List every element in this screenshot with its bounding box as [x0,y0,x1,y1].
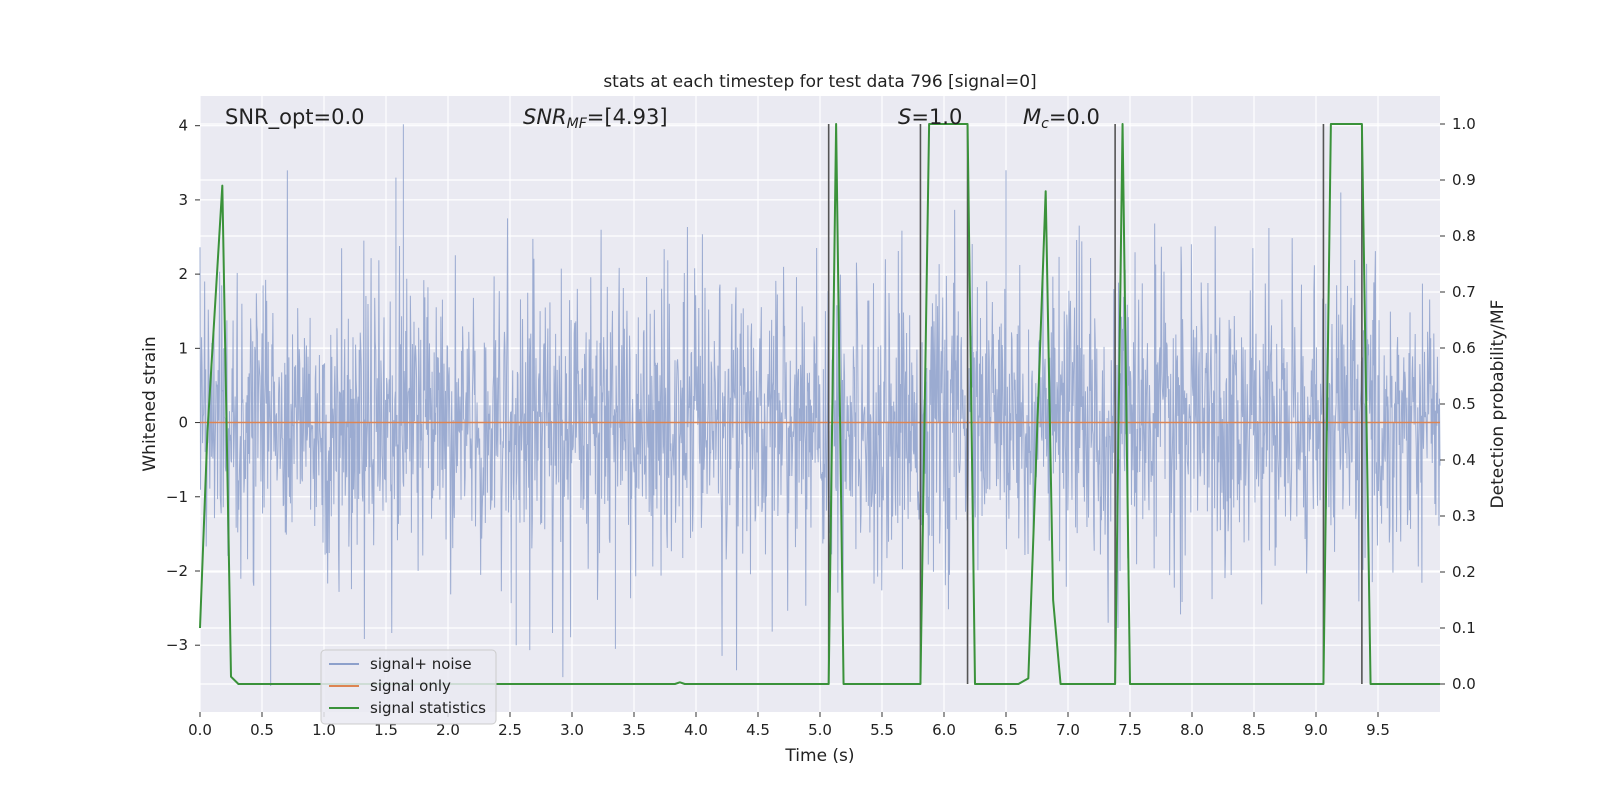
legend: signal+ noise signal only signal statist… [320,649,497,725]
x-axis-label: Time (s) [784,746,854,766]
annotation-snr-mf: SNRMF=[4.93] [523,105,668,132]
annotation-mc-value: Mc=0.0 [1023,105,1100,132]
x-tick-label: 4.0 [684,721,708,739]
right-y-tick-label: 0.0 [1452,675,1476,693]
right-y-tick-label: 0.1 [1452,619,1476,637]
right-y-tick-label: 0.2 [1452,563,1476,581]
legend-stats-label: signal statistics [370,699,486,717]
x-tick-label: 9.5 [1366,721,1390,739]
x-tick-label: 9.0 [1304,721,1328,739]
right-y-tick-label: 0.3 [1452,507,1476,525]
right-y-tick-label: 0.5 [1452,395,1476,413]
x-tick-label: 7.0 [1056,721,1080,739]
left-y-tick-label: 0 [178,414,188,432]
x-tick-label: 5.5 [870,721,894,739]
x-tick-label: 1.5 [374,721,398,739]
annotation-s-rest: =1.0 [911,105,962,129]
left-y-tick-label: −1 [166,488,188,506]
left-y-tick-label: 2 [178,265,188,283]
left-y-tick-label: 1 [178,339,188,357]
x-axis-ticks: 0.0 0.5 1.0 1.5 2.0 2.5 3.0 3.5 4.0 4.5 5.0 5.5 6.0 6… [188,712,1390,739]
annotation-snr-mf-rest: =[4.93] [587,105,668,129]
annotation-snr-mf-sub: MF [567,116,588,132]
legend-noise-label: signal+ noise [370,655,472,673]
x-tick-label: 3.0 [560,721,584,739]
right-y-tick-label: 0.7 [1452,283,1476,301]
annotation-mc-sub: c [1041,116,1049,132]
annotation-snr-opt: SNR_opt=0.0 [225,105,365,130]
x-tick-label: 7.5 [1118,721,1142,739]
x-tick-label: 0.0 [188,721,212,739]
x-tick-label: 6.0 [932,721,956,739]
chart-title: stats at each timestep for test data 796… [603,72,1036,92]
annotation-s-base: S [898,105,911,129]
annotation-s-value: S=1.0 [898,105,962,129]
right-y-tick-label: 1.0 [1452,115,1476,133]
left-y-tick-label: 4 [178,117,188,135]
x-tick-label: 3.5 [622,721,646,739]
x-tick-label: 4.5 [746,721,770,739]
right-y-axis-ticks: 0.0 0.1 0.2 0.3 0.4 0.5 0.6 0.7 0.8 0.9 1.0 [1440,115,1476,693]
annotation-mc-rest: =0.0 [1049,105,1100,129]
x-tick-label: 0.5 [250,721,274,739]
annotation-mc-base: M [1023,105,1041,129]
annotation-snr-mf-base: SNR [523,105,567,129]
x-tick-label: 2.5 [498,721,522,739]
vertical-markers [827,124,1363,684]
x-tick-label: 1.0 [312,721,336,739]
noise-line [199,124,1441,687]
legend-signal-label: signal only [370,677,451,695]
left-y-tick-label: −2 [166,562,188,580]
x-tick-label: 8.0 [1180,721,1204,739]
left-y-axis-ticks: −3 −2 −1 0 1 2 3 4 [166,117,200,654]
x-tick-label: 8.5 [1242,721,1266,739]
right-y-tick-label: 0.4 [1452,451,1476,469]
x-tick-label: 6.5 [994,721,1018,739]
right-y-tick-label: 0.8 [1452,227,1476,245]
x-tick-label: 5.0 [808,721,832,739]
right-y-tick-label: 0.6 [1452,339,1476,357]
noise-series [199,124,1441,687]
right-y-tick-label: 0.9 [1452,171,1476,189]
left-y-tick-label: −3 [166,636,188,654]
right-y-axis-label: Detection probability/MF [1488,300,1508,509]
legend-box [320,649,497,725]
left-y-tick-label: 3 [178,191,188,209]
left-y-axis-label: Whitened strain [140,336,160,471]
x-tick-label: 2.0 [436,721,460,739]
